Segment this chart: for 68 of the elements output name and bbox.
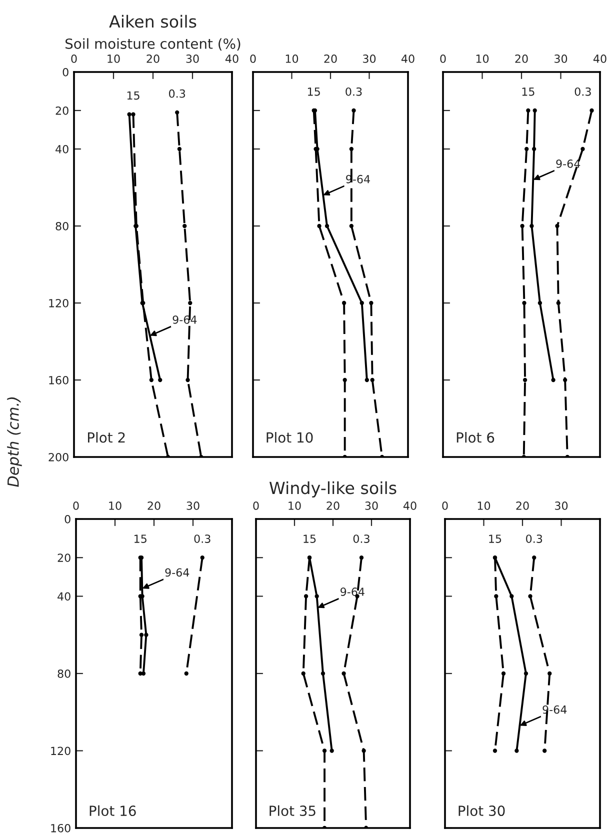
x-tick-label: 10 <box>288 502 301 510</box>
y-tick-label: 160 <box>49 376 68 384</box>
annotation: Plot 6 <box>456 432 494 443</box>
x-tick-label: 20 <box>324 54 337 63</box>
x-tick-label: 30 <box>186 54 199 63</box>
x-tick-label: 20 <box>148 502 160 510</box>
x-tick-label: 0 <box>253 502 259 510</box>
series-label: 15 <box>308 88 320 96</box>
x-tick-label: 40 <box>593 54 606 63</box>
series-label: 15 <box>304 534 316 543</box>
y-tick-label: 200 <box>48 452 68 462</box>
y-tick-label: 120 <box>49 298 68 308</box>
chart-title: Windy-like soils <box>269 481 396 498</box>
x-tick-label: 10 <box>108 54 120 63</box>
x-tick-label: 0 <box>73 502 79 510</box>
x-tick-label: 40 <box>401 54 414 63</box>
series-label: 0.3 <box>168 89 186 98</box>
y-tick-label: 20 <box>58 554 70 562</box>
x-tick-label: 10 <box>476 54 489 63</box>
y-tick-label: 40 <box>56 144 68 154</box>
x-tick-label: 0 <box>250 54 256 63</box>
annotation: Plot 30 <box>458 805 505 816</box>
series-label: 0.3 <box>526 534 542 543</box>
x-tick-label: 30 <box>365 502 378 510</box>
annotation: 9-64 <box>172 315 197 324</box>
x-tick-label: 30 <box>363 54 376 63</box>
annotation: Plot 2 <box>88 432 125 443</box>
y-tick-label: 20 <box>56 106 68 115</box>
series-label: 0.3 <box>574 87 591 96</box>
series-label: 15 <box>489 534 502 543</box>
annotation: 9-64 <box>165 568 190 577</box>
x-tick-label: 30 <box>554 54 568 63</box>
y-tick-label: 40 <box>58 592 70 601</box>
y-tick-label: 80 <box>58 669 70 678</box>
x-tick-label: 40 <box>403 502 416 510</box>
series-label: 15 <box>127 91 140 100</box>
series-label: 15 <box>134 534 146 543</box>
annotation: 9-64 <box>542 705 567 714</box>
x-tick-label: 30 <box>555 502 568 510</box>
series-label: 0.3 <box>353 534 370 543</box>
y-tick-label: 0 <box>64 514 70 524</box>
x-tick-label: 10 <box>286 54 298 63</box>
y-tick-label: 120 <box>51 746 70 756</box>
annotation: 9-64 <box>556 160 580 168</box>
x-tick-label: 10 <box>109 502 122 510</box>
annotation: Plot 35 <box>270 805 316 816</box>
annotation: 9-64 <box>340 588 364 596</box>
x-tick-label: 30 <box>186 502 200 510</box>
y-axis-title: Depth (cm.) <box>7 397 22 487</box>
x-tick-label: 20 <box>326 502 340 510</box>
chart-title: Aiken soils <box>109 14 196 28</box>
x-tick-label: 40 <box>225 54 238 63</box>
x-tick-label: 20 <box>516 502 529 510</box>
x-tick-label: 0 <box>440 54 446 63</box>
series-label: 15 <box>522 88 534 96</box>
x-tick-label: 0 <box>71 54 77 63</box>
series-label: 0.3 <box>194 534 210 543</box>
x-tick-label: 10 <box>478 502 490 510</box>
x-tick-label: 20 <box>515 54 528 63</box>
x-tick-label: 0 <box>442 502 448 510</box>
annotation: Plot 16 <box>90 805 136 816</box>
x-axis-title: Soil moisture content (%) <box>66 38 240 51</box>
y-tick-label: 160 <box>51 824 70 832</box>
series-label: 0.3 <box>346 87 362 96</box>
y-tick-label: 80 <box>56 222 68 230</box>
annotation: Plot 10 <box>266 432 313 443</box>
y-tick-label: 0 <box>62 68 68 76</box>
x-tick-label: 20 <box>146 54 160 63</box>
